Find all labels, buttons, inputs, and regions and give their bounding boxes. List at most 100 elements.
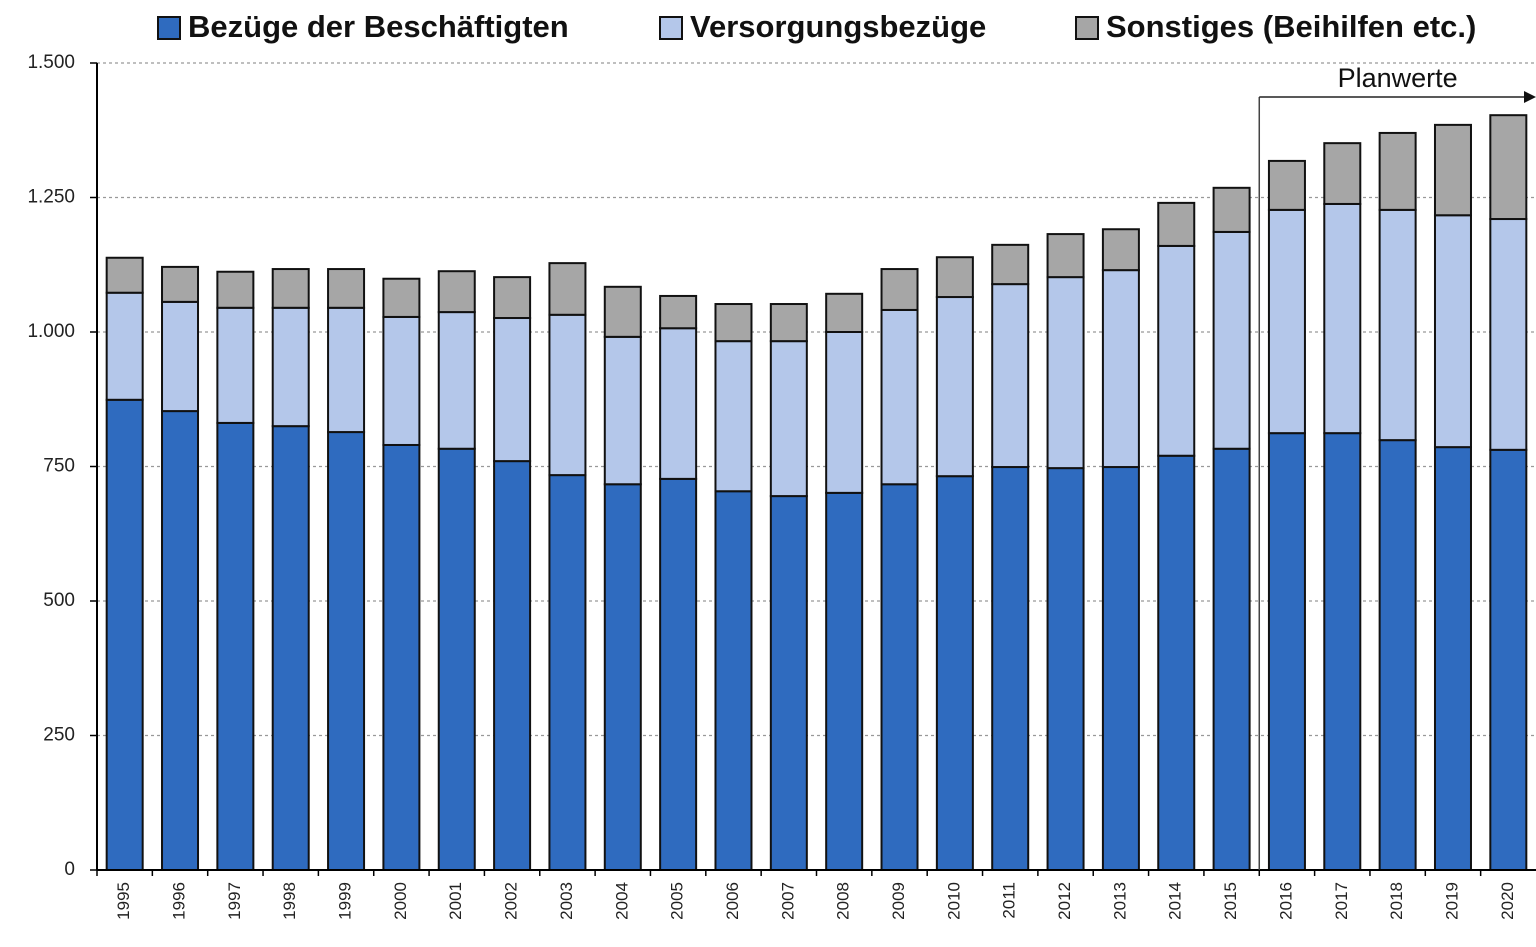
bar-segment — [1378, 208, 1417, 442]
bar-segment — [271, 306, 310, 428]
bar-segment — [880, 268, 919, 311]
x-tick-label: 2001 — [446, 882, 465, 920]
bar-segment — [1323, 432, 1362, 871]
bar-segment — [769, 495, 808, 871]
bar-segment — [271, 425, 310, 871]
bar-segment — [105, 398, 144, 871]
x-tick-label: 2012 — [1055, 882, 1074, 920]
bar-segment — [603, 335, 642, 486]
bar-segment — [1212, 186, 1251, 233]
bar-segment — [1101, 228, 1140, 272]
bar-segment — [1267, 159, 1306, 211]
bar-segment — [382, 315, 421, 446]
x-tick-label: 2000 — [391, 882, 410, 920]
bar-segment — [769, 303, 808, 343]
axes: 0 250 500 750 1.000 1.250 1.500 1995 1996 1997 199… — [27, 52, 1536, 920]
bar-segment — [548, 262, 587, 316]
bar-segment — [714, 490, 753, 871]
bar-segment — [216, 421, 255, 871]
bar-segment — [1489, 114, 1528, 221]
bar-segment — [437, 270, 476, 314]
y-tick-label: 1.250 — [27, 187, 75, 208]
bar-segment — [382, 443, 421, 871]
x-tick-label: 2010 — [944, 882, 963, 920]
bar-segment — [493, 460, 532, 871]
x-tick-label: 1996 — [170, 882, 189, 920]
legend-swatch — [157, 16, 181, 40]
bar-segment — [1101, 269, 1140, 469]
bar-segment — [1157, 244, 1196, 457]
bar-segment — [161, 265, 200, 303]
bar-segment — [548, 313, 587, 477]
legend-swatch — [1075, 16, 1099, 40]
bar-segment — [825, 292, 864, 333]
bar-segment — [1046, 276, 1085, 470]
bar-segment — [1157, 201, 1196, 247]
bar-segment — [991, 243, 1030, 286]
bar-segment — [1433, 446, 1472, 871]
legend-label: Sonstiges (Beihilfen etc.) — [1106, 9, 1476, 44]
bar-segment — [603, 483, 642, 871]
bar-segment — [659, 294, 698, 330]
x-tick-label: 2014 — [1166, 882, 1185, 920]
bar-segment — [825, 331, 864, 494]
bar-segment — [1046, 233, 1085, 279]
x-tick-label: 2002 — [502, 882, 521, 920]
bar-segment — [327, 431, 366, 871]
bar-segment — [991, 466, 1030, 871]
bar-segment — [935, 256, 974, 299]
bar-segment — [327, 306, 366, 434]
y-tick-label: 750 — [43, 456, 75, 477]
bar-segment — [493, 276, 532, 320]
bar-segment — [1157, 454, 1196, 871]
x-tick-label: 2008 — [834, 882, 853, 920]
x-tick-label: 1999 — [336, 882, 355, 920]
x-tick-label: 2006 — [723, 882, 742, 920]
bar-segment — [493, 317, 532, 463]
bar-segment — [161, 410, 200, 871]
bar-segment — [1046, 467, 1085, 871]
bar-segment — [548, 474, 587, 871]
bar-segment — [216, 306, 255, 424]
bars — [105, 114, 1528, 871]
bar-segment — [161, 300, 200, 413]
x-tick-label: 2003 — [557, 882, 576, 920]
bar-segment — [935, 475, 974, 871]
bar-segment — [1378, 131, 1417, 211]
y-tick-label: 1.500 — [27, 52, 75, 73]
x-tick-label: 1998 — [280, 882, 299, 920]
bar-segment — [714, 340, 753, 493]
y-tick-label: 0 — [64, 859, 75, 880]
bar-segment — [769, 340, 808, 498]
bar-segment — [1489, 218, 1528, 451]
legend-label: Bezüge der Beschäftigten — [188, 9, 569, 44]
x-tick-label: 2011 — [1000, 882, 1019, 919]
bar-segment — [437, 447, 476, 871]
bar-segment — [1323, 142, 1362, 205]
y-tick-label: 1.000 — [27, 321, 75, 342]
bar-segment — [105, 291, 144, 401]
x-tick-label: 2004 — [612, 882, 631, 920]
bar-segment — [659, 477, 698, 871]
bar-segment — [1489, 448, 1528, 871]
bar-segment — [327, 268, 366, 309]
x-tick-label: 2009 — [889, 882, 908, 920]
bar-segment — [1267, 208, 1306, 435]
x-tick-label: 2019 — [1442, 882, 1461, 920]
bar-segment — [603, 285, 642, 338]
bar-segment — [1433, 123, 1472, 217]
bar-segment — [825, 491, 864, 871]
x-tick-label: 2013 — [1110, 882, 1129, 920]
legend-swatch — [659, 16, 683, 40]
x-tick-label: 2016 — [1276, 882, 1295, 920]
bar-segment — [271, 268, 310, 309]
bar-segment — [1267, 432, 1306, 871]
bar-segment — [1433, 214, 1472, 449]
bar-segment — [1101, 466, 1140, 871]
bar-segment — [880, 483, 919, 871]
annotation: Planwerte — [1338, 63, 1458, 93]
x-tick-label: 2007 — [778, 882, 797, 920]
bar-segment — [991, 283, 1030, 469]
bar-segment — [437, 311, 476, 450]
